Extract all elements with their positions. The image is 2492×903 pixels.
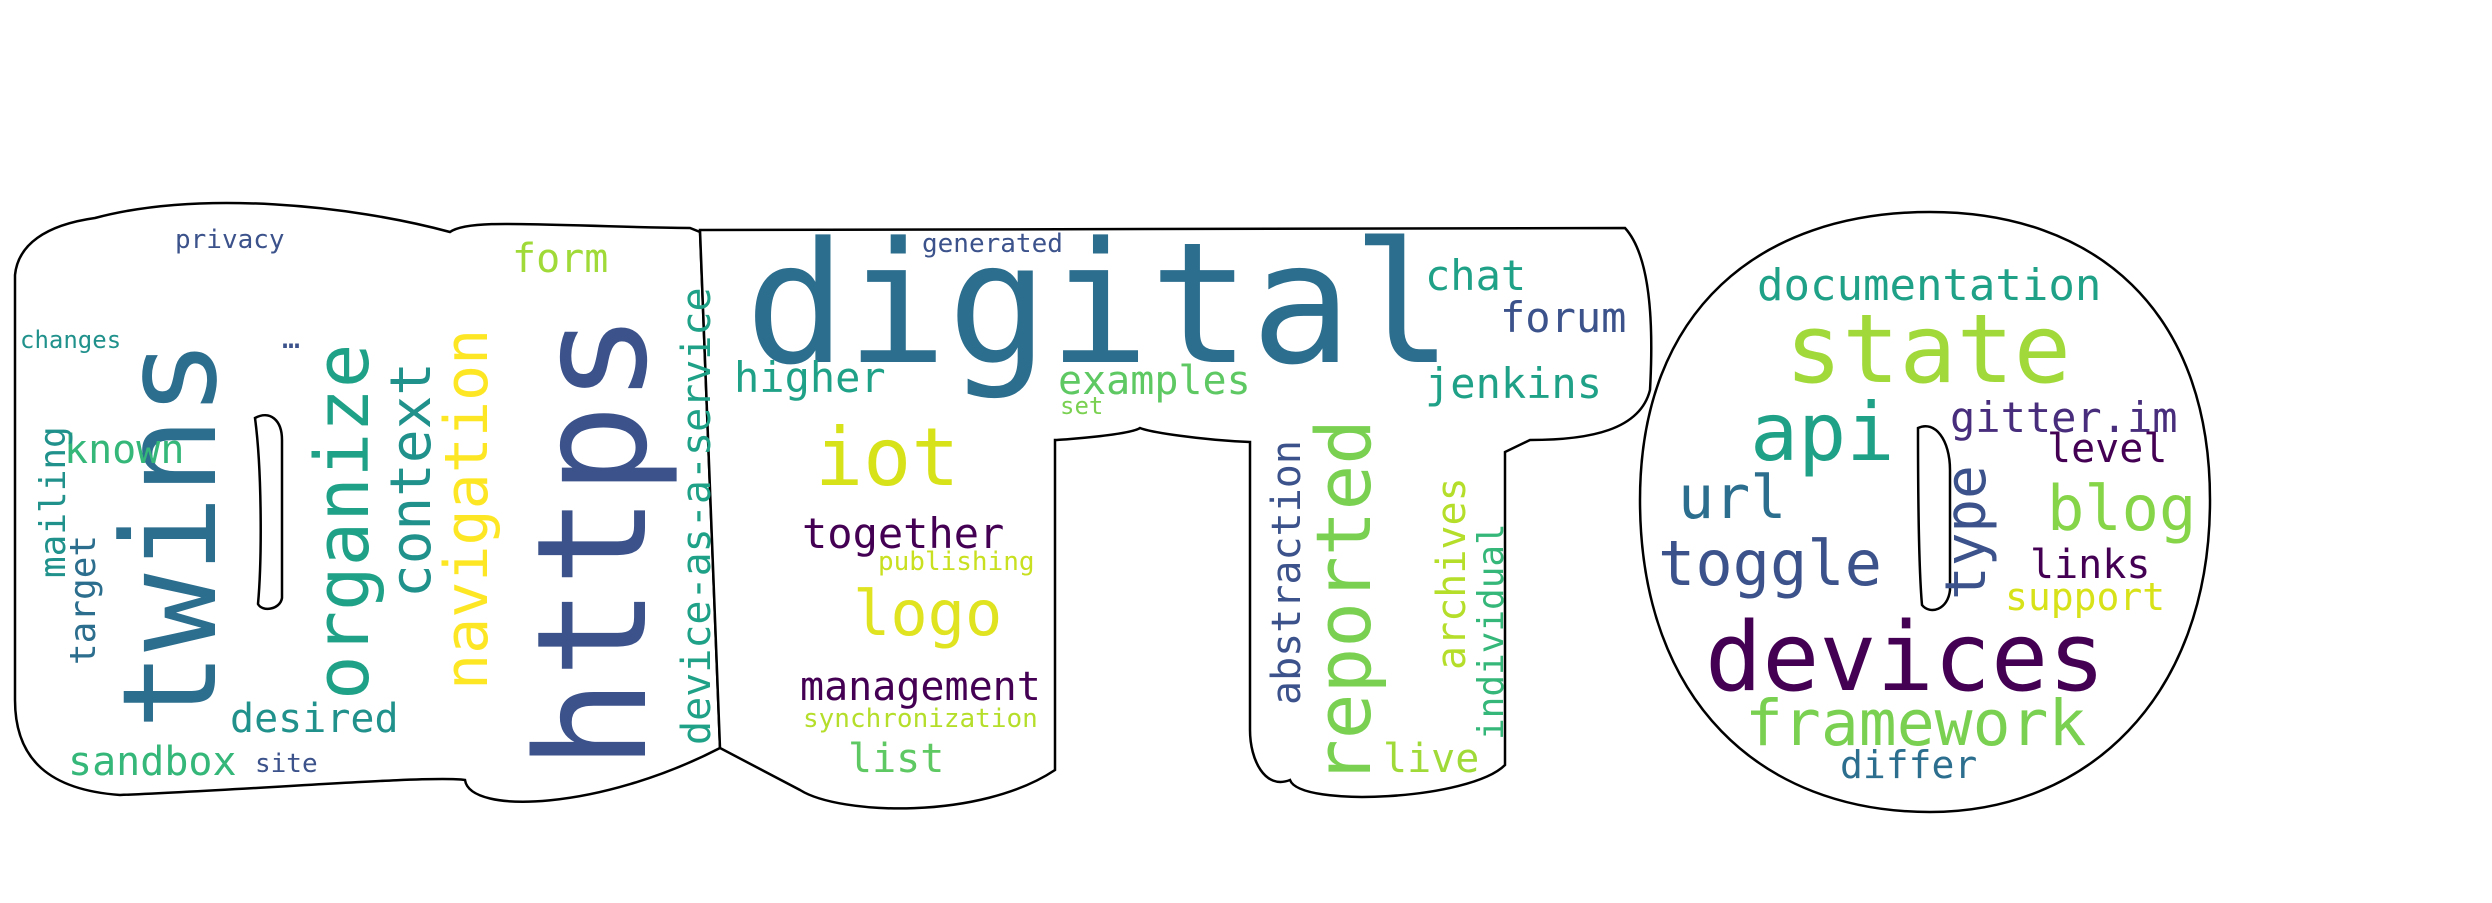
word-reported: reported (1299, 419, 1388, 785)
word-site: site (255, 749, 318, 779)
word-forum: forum (1500, 293, 1626, 342)
word-examples: examples (1058, 358, 1251, 404)
words-layer: digital https twins state devices reported org… (20, 206, 2196, 787)
word-abstraction: abstraction (1264, 440, 1310, 705)
word-blog: blog (2047, 472, 2196, 545)
word-live: live (1383, 736, 1479, 782)
word-twins: twins (94, 339, 246, 730)
mask-letters-tt (698, 226, 1653, 810)
word-higher: higher (734, 353, 886, 402)
word-chat: chat (1425, 251, 1526, 300)
word-documentation: documentation (1757, 260, 2101, 311)
word-privacy: privacy (175, 225, 285, 255)
mask-letter-d (13, 201, 722, 803)
word-form: form (512, 236, 608, 282)
word-logo: logo (853, 577, 1002, 650)
word-state: state (1785, 295, 2071, 405)
word-context: context (379, 362, 444, 598)
word-digital: digital (745, 206, 1453, 402)
word-https: https (504, 312, 681, 770)
word-devices: devices (1705, 603, 2105, 713)
word-individual: individual (1471, 523, 1512, 740)
word-management: management (800, 664, 1041, 710)
word-target: target (63, 535, 104, 665)
word-archives: archives (1429, 477, 1475, 670)
word-links: links (2030, 542, 2150, 588)
word-url: url (1678, 463, 1786, 533)
word-organize: organize (300, 344, 386, 700)
word-gitter-im: gitter.im (1950, 393, 2178, 442)
mask-outline (13, 201, 2212, 814)
word-generated: generated (922, 229, 1063, 259)
word-list: list (848, 736, 944, 782)
mask-inner-slot-2 (1916, 425, 1952, 612)
word-known: known (64, 427, 184, 473)
word-synchronization: synchronization (803, 704, 1038, 734)
word-set: set (1060, 392, 1103, 420)
mask-inner-slot-1 (253, 414, 284, 611)
word-jenkins: jenkins (1425, 359, 1602, 408)
word-together: together (802, 509, 1004, 558)
word-api: api (1750, 386, 1895, 479)
word-navigation: navigation (432, 329, 502, 690)
word-sandbox: sandbox (68, 739, 237, 785)
word-differ: differ (1840, 743, 1977, 787)
word-support: support (2005, 575, 2165, 619)
word-toggle: toggle (1658, 527, 1882, 600)
word-level: level (2047, 426, 2167, 472)
word-ellipsis: … (282, 321, 300, 356)
word-framework: framework (1745, 687, 2086, 760)
word-iot: iot (815, 411, 960, 504)
word-publishing: publishing (878, 547, 1035, 577)
word-type: type (1934, 465, 1999, 600)
word-mailing: mailing (33, 426, 74, 578)
word-device-as-a-service: device-as-a-service (674, 287, 720, 745)
word-desired: desired (230, 696, 399, 742)
word-changes: changes (20, 326, 121, 354)
